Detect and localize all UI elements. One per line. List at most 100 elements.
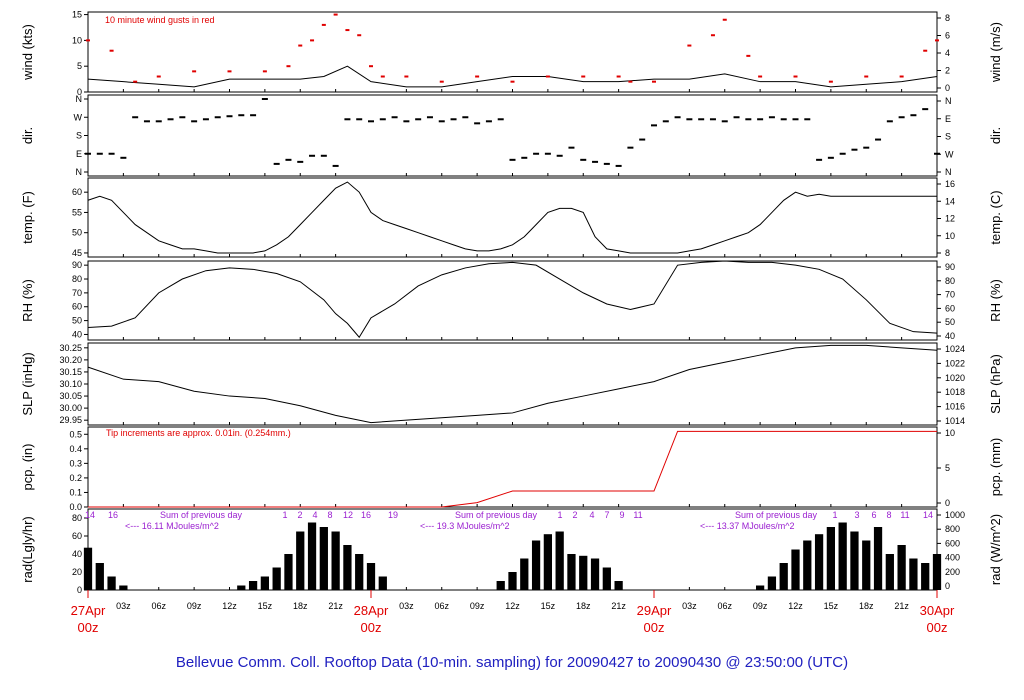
rad-bar [555,531,564,590]
rad-bar [496,581,505,590]
dir-point [214,116,221,119]
y-axis-label-left: temp. (F) [20,191,35,244]
y-tick-label-right: 400 [945,553,960,563]
x-tick-label: 03z [116,601,131,611]
dir-point [497,118,504,121]
dir-point [792,118,799,121]
gust-point [310,39,315,42]
gust-point [652,80,656,83]
gust-point [616,75,621,78]
dir-point [757,118,764,121]
rad-bar [307,522,317,590]
y-tick-label-left: 20 [72,567,82,577]
y-tick-label-right: S [945,132,951,142]
rad-bar [284,554,293,590]
y-tick-label-left: 0 [77,87,82,97]
y-tick-label-right: 4 [945,48,950,58]
y-tick-label-right: 0 [945,581,950,591]
footer-title: Bellevue Comm. Coll. Rooftop Data (10-mi… [176,654,848,671]
rad-bar [897,545,906,590]
y-tick-label-left: N [76,94,83,104]
rad-hour-marker: 1 [832,510,837,520]
y-tick-label-left: 70 [72,288,82,298]
y-tick-label-right: 12 [945,214,955,224]
y-axis-label-right: pcp. (mm) [988,438,1003,497]
rad-bar [862,540,871,590]
y-tick-label-right: 6 [945,31,950,41]
day-label-time: 00z [78,620,99,635]
y-tick-label-right: 200 [945,567,960,577]
rad-bar [119,585,128,590]
y-axis-label-left: RH (%) [20,279,35,322]
y-tick-label-left: 0.1 [69,487,82,497]
dir-point [592,160,599,163]
rad-hour-marker: 2 [572,510,577,520]
x-tick-label: 06z [151,601,166,611]
dir-point [639,138,646,141]
y-tick-label-right: 1022 [945,358,965,368]
dir-point [426,116,433,119]
dir-point [521,156,528,159]
rad-hour-marker: 8 [886,510,891,520]
dir-point [922,108,929,111]
dir-point [768,116,775,119]
y-tick-label-right: 1018 [945,387,965,397]
rad-bar [331,531,340,590]
rad-bar [590,558,600,590]
dir-point [120,156,127,159]
rad-bar [260,576,270,590]
dir-point [709,118,716,121]
rad-bar [803,540,812,590]
x-tick-label: 09z [470,601,485,611]
y-tick-label-right: 10 [945,428,955,438]
rad-bar [885,554,894,590]
y-tick-label-left: 0.4 [69,444,82,454]
dir-point [368,120,374,123]
y-tick-label-right: 80 [945,276,955,286]
dir-point [686,118,693,121]
y-tick-label-left: 10 [72,35,82,45]
y-tick-label-right: 70 [945,290,955,300]
rad-hour-marker: 14 [85,510,95,520]
rad-bar [543,534,553,590]
rad-bar [767,576,777,590]
rad-bar [83,547,93,590]
wind-annotation: 10 minute wind gusts in red [105,15,215,25]
rad-bar [814,534,824,590]
rad-bar [366,563,376,590]
gust-point [133,80,138,83]
gust-point [286,65,291,68]
dir-point [556,154,563,157]
dir-point [698,118,705,121]
dir-point [261,98,268,100]
rad-hour-marker: 7 [604,510,609,520]
y-tick-label-left: 0.2 [69,473,82,483]
rad-bar [755,585,765,590]
rad-bar [614,581,623,590]
gust-point [746,54,751,57]
dir-point [238,114,245,117]
y-axis-label-left: rad(Lgly/hr) [20,516,35,582]
rad-hour-marker: 3 [854,510,859,520]
x-tick-label: 12z [505,601,520,611]
dir-point [580,158,587,161]
rad-bar [248,581,258,590]
dir-point [509,158,516,161]
y-tick-label-right: 14 [945,196,955,206]
gust-point [156,75,161,78]
y-tick-label-left: 30.00 [59,403,82,413]
rad-hour-marker: 11 [900,510,909,520]
gust-point [227,70,232,73]
gust-point [545,75,550,78]
panel-frame [87,260,938,341]
gust-point [404,75,409,78]
dir-point [250,114,257,117]
dir-point [816,158,823,161]
y-tick-label-right: 50 [945,317,955,327]
rad-hour-marker: 9 [619,510,624,520]
rad-day-sum-title: Sum of previous day [735,510,818,520]
y-tick-label-left: 50 [72,228,82,238]
dir-point [827,156,834,159]
dir-point [910,114,917,117]
